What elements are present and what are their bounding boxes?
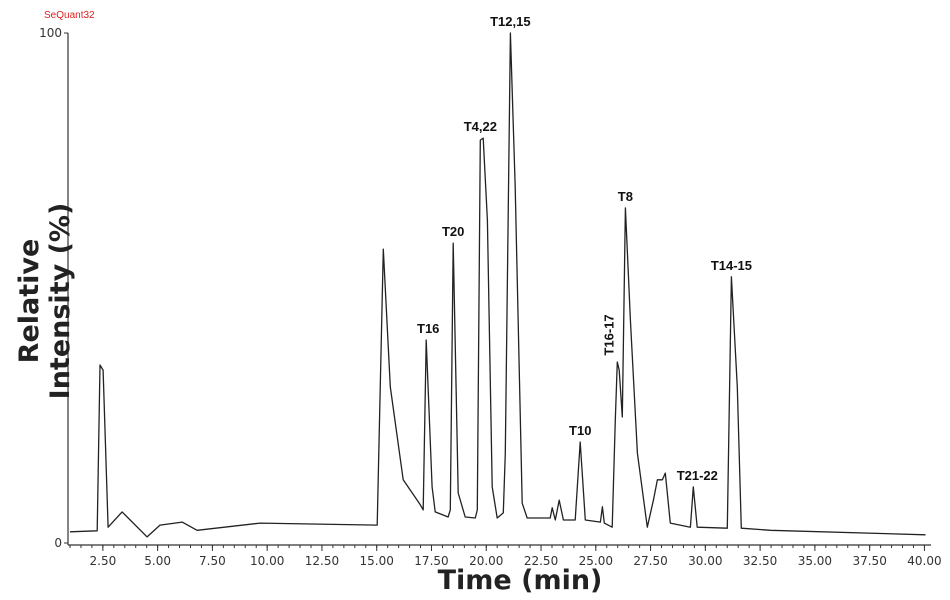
x-tick-label: 2.50 [90,554,117,568]
peak-label: T16-17 [601,314,616,355]
chromatogram-trace [69,32,926,538]
x-tick-label: 30.00 [688,554,722,568]
x-tick-label: 10.00 [250,554,284,568]
x-tick-label: 20.00 [469,554,503,568]
brand-label: SeQuant32 [44,10,95,21]
y-tick-label: 0 [54,536,62,550]
peak-label: T4,22 [464,119,497,134]
x-tick-label: 22.50 [524,554,558,568]
peak-label: T14-15 [711,258,752,273]
peak-label: T16 [417,321,439,336]
x-tick-label: 25.00 [579,554,613,568]
x-tick-label: 35.00 [798,554,832,568]
x-tick-label: 12.50 [305,554,339,568]
peak-label: T21-22 [677,468,718,483]
y-axis-label: Relative Intensity (%) [14,202,76,400]
peak-label: T8 [618,189,633,204]
x-tick-label: 27.50 [633,554,667,568]
x-tick-label: 5.00 [144,554,171,568]
x-tick-label: 40.00 [907,554,941,568]
x-axis-label: Time (min) [437,565,603,596]
x-tick-label: 32.50 [743,554,777,568]
peak-label: T12,15 [490,14,530,29]
peak-label: T10 [569,423,591,438]
x-tick-label: 37.50 [852,554,886,568]
x-tick-label: 17.50 [414,554,448,568]
x-tick-label: 7.50 [199,554,226,568]
peak-label: T20 [442,224,464,239]
x-tick-label: 15.00 [360,554,394,568]
y-tick-label: 100 [39,26,62,40]
